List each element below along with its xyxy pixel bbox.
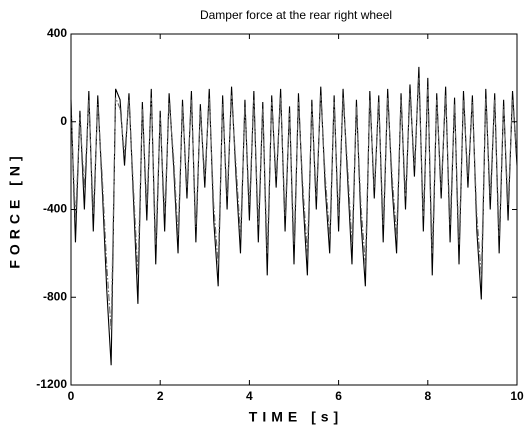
y-tick-label: -800 <box>43 289 67 303</box>
x-tick-label: 2 <box>157 389 164 403</box>
x-tick-label: 4 <box>246 389 253 403</box>
data-line <box>70 77 518 331</box>
y-tick-label: 400 <box>47 26 67 40</box>
x-tick-label: 0 <box>68 389 75 403</box>
x-axis-label: TIME [s] <box>249 409 343 425</box>
y-axis-label: FORCE [N] <box>7 151 23 268</box>
x-tick-label: 8 <box>424 389 431 403</box>
x-tick-label: 6 <box>335 389 342 403</box>
y-tick-label: 0 <box>60 114 67 128</box>
x-tick-label: 10 <box>510 389 524 403</box>
chart-title: Damper force at the rear right wheel <box>200 8 392 22</box>
y-tick-label: -400 <box>43 202 67 216</box>
y-tick-label: -1200 <box>36 377 67 391</box>
